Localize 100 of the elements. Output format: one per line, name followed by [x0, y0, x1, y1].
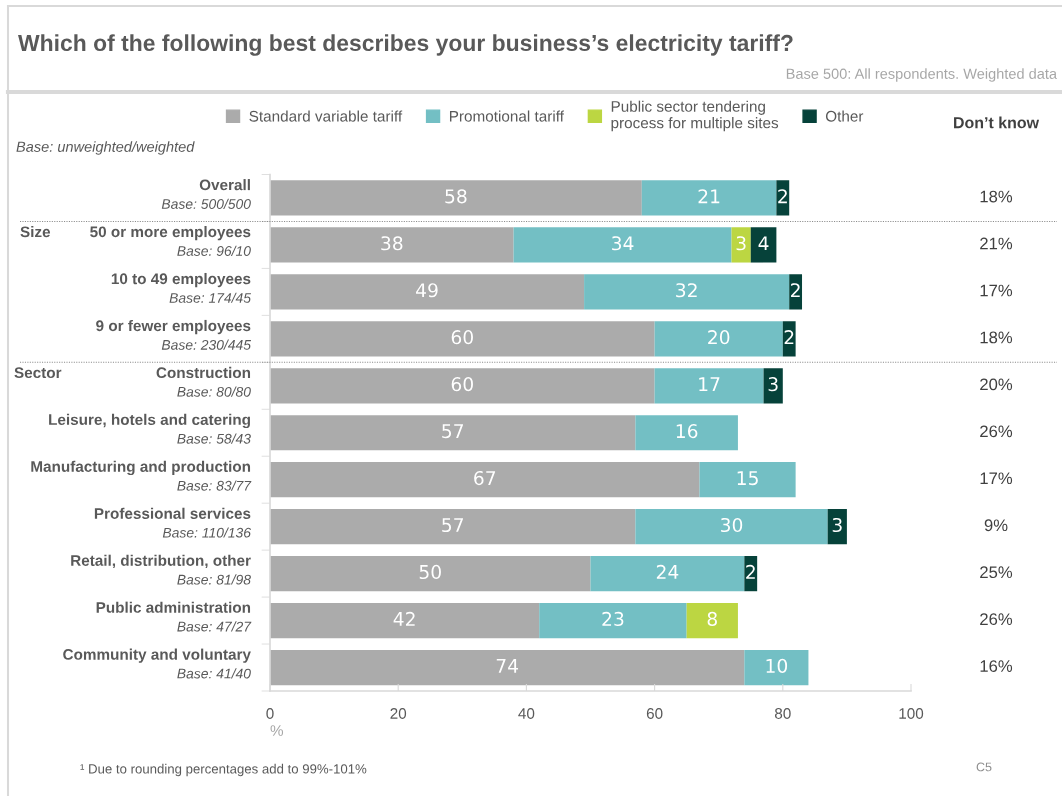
data-label: 42 [393, 611, 415, 626]
y-tick-label: 9 or fewer employees Base: 230/445 [96, 319, 252, 350]
data-label: 57 [442, 424, 464, 439]
bar [270, 368, 655, 404]
data-label: 23 [602, 611, 624, 627]
bar [270, 227, 514, 263]
text: Sector [14, 367, 62, 379]
data-label: 58 [445, 189, 467, 204]
data-label: 24 [656, 564, 679, 579]
y-tick-label: Community and voluntary Base: 41/40 [63, 648, 251, 679]
legend-label: Promotional tariff [449, 110, 564, 122]
text: ¹ Due to rounding percentages add to 99%-101% [80, 763, 367, 777]
bar [270, 649, 745, 686]
data-label: 20 [708, 330, 730, 345]
bar [270, 509, 636, 545]
data-label: 21 [698, 189, 720, 204]
x-tick-label: 0 [266, 708, 274, 719]
x-tick-label: 80 [774, 708, 791, 719]
data-label: 17 [699, 377, 720, 391]
bar [699, 462, 796, 498]
bar [731, 227, 751, 263]
data-label: 3 [736, 236, 746, 251]
bar [270, 274, 585, 310]
bar [686, 602, 738, 639]
data-label: 3 [832, 517, 842, 533]
text: 17% [980, 284, 1013, 297]
data-label: 32 [676, 283, 697, 298]
text: 18% [980, 331, 1013, 344]
data-label: 2 [791, 283, 800, 298]
bar [590, 556, 745, 592]
data-label: 49 [416, 283, 438, 298]
legend-label: Public sector tendering process for multiple sites [611, 100, 779, 132]
data-label: 2 [778, 189, 787, 204]
bar [513, 227, 732, 263]
text: 26% [980, 613, 1013, 626]
data-label: 60 [451, 377, 473, 392]
text: 16% [980, 660, 1013, 672]
y-tick-label: Construction Base: 80/80 [156, 366, 251, 397]
bar [782, 321, 796, 357]
y-tick-label: 50 or more employees Base: 96/10 [90, 226, 251, 256]
bar [744, 649, 809, 686]
data-label: 10 [766, 658, 788, 673]
text: Base: unweighted/weighted [16, 141, 195, 155]
y-tick-label: 10 to 49 employees Base: 174/45 [111, 272, 252, 303]
text: C5 [976, 762, 992, 772]
legend-label: Standard variable tariff [249, 110, 403, 122]
text: 18% [980, 190, 1013, 203]
text: 26% [980, 425, 1013, 438]
data-label: 57 [442, 518, 464, 533]
data-label: 8 [707, 611, 717, 627]
y-tick-label: Overall Base: 500/500 [161, 179, 251, 209]
bar [270, 462, 700, 498]
data-label: 2 [746, 564, 755, 579]
bar [654, 321, 783, 357]
data-label: 16 [676, 424, 698, 439]
x-tick-label: 60 [646, 708, 663, 719]
x-tick-label: 40 [518, 708, 535, 719]
bar [539, 602, 687, 639]
y-tick-label: Professional services Base: 110/136 [94, 507, 251, 538]
y-tick-label: Manufacturing and production Base: 83/77 [31, 460, 252, 491]
chart-title: Which of the following best describes your business’s electricity tariff? [18, 34, 793, 56]
text: 17% [980, 472, 1013, 485]
data-label: 38 [381, 236, 403, 251]
bar [750, 227, 777, 263]
text: 21% [980, 237, 1013, 250]
data-label: 4 [758, 236, 769, 251]
bar [270, 556, 591, 592]
data-label: 3 [768, 377, 778, 392]
y-tick-label: Retail, distribution, other Base: 81/98 [71, 554, 251, 585]
text: 20% [980, 378, 1013, 391]
x-tick-label: 20 [390, 708, 407, 719]
bar [635, 415, 738, 451]
bar [270, 415, 636, 451]
data-label: 30 [721, 517, 743, 533]
data-label: 74 [496, 659, 519, 673]
bar [584, 274, 790, 310]
legend-label: Other [825, 110, 864, 122]
text: 25% [980, 566, 1013, 579]
text: Size [20, 226, 51, 238]
bar [654, 368, 764, 404]
chart-subtitle: Base 500: All respondents. Weighted data [786, 68, 1058, 82]
bar [641, 180, 777, 216]
data-label: 2 [784, 330, 794, 345]
data-label: 67 [474, 470, 496, 486]
bar [789, 274, 803, 310]
bar [270, 602, 540, 639]
text: 9% [984, 519, 1008, 532]
data-label: 50 [419, 564, 441, 580]
bar [776, 180, 790, 216]
data-label: 34 [612, 236, 634, 251]
y-tick-label: Leisure, hotels and catering Base: 58/43 [49, 413, 251, 444]
bar [763, 368, 783, 404]
bar [635, 509, 828, 545]
y-tick-label: Public administration Base: 47/27 [96, 601, 252, 632]
text: Don’t know [954, 116, 1040, 129]
data-label: 60 [451, 330, 473, 345]
data-label: 15 [737, 471, 758, 486]
x-tick-label: 100 [899, 708, 924, 719]
bar [827, 509, 847, 545]
bar [270, 180, 642, 216]
